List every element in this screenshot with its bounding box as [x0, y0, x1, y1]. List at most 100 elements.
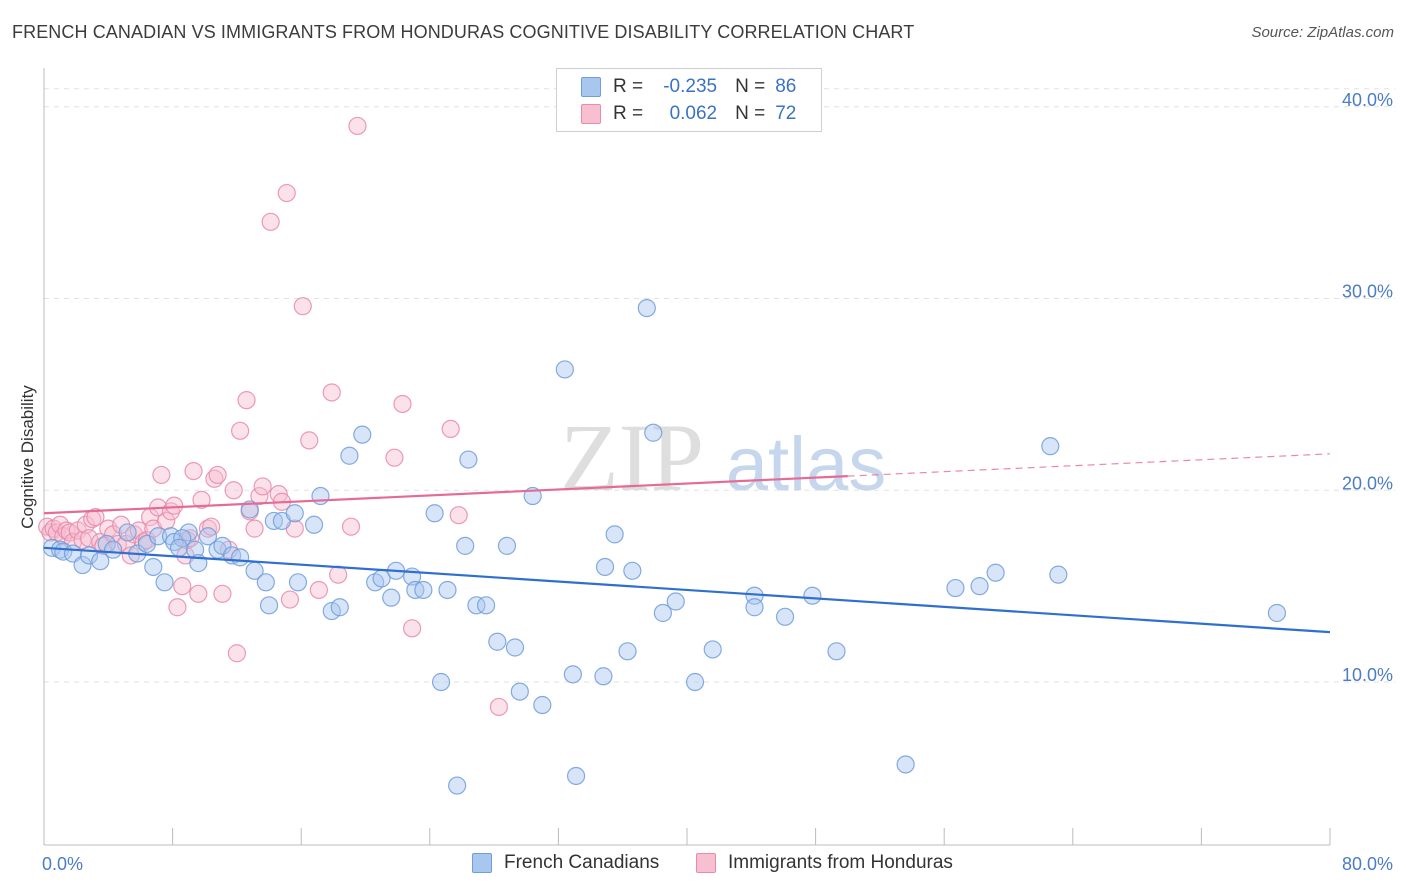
data-point — [533, 695, 552, 715]
data-point — [293, 297, 312, 316]
legend-n-label: N = — [735, 103, 766, 124]
data-point — [277, 183, 296, 203]
data-point — [594, 667, 613, 686]
data-point — [198, 519, 218, 538]
legend-item-french-canadians[interactable]: French Canadians — [472, 852, 659, 874]
legend-n-value: 72 — [775, 103, 797, 124]
data-point — [703, 640, 722, 659]
series-legend: French Canadians Immigrants from Hondura… — [0, 852, 1406, 876]
data-point — [431, 672, 451, 692]
data-point — [385, 448, 404, 467]
data-point — [237, 391, 256, 410]
data-point — [476, 596, 496, 615]
axes — [43, 68, 1331, 846]
data-point — [309, 580, 328, 600]
data-point — [497, 536, 517, 555]
data-point — [685, 672, 705, 692]
data-point — [149, 527, 168, 546]
data-point — [896, 755, 915, 774]
data-point — [382, 588, 401, 607]
data-point — [441, 419, 460, 439]
data-point — [224, 481, 243, 500]
legend-row-french-canadians: R = -0.235 N = 86 — [581, 75, 796, 99]
data-point — [184, 461, 203, 481]
data-point — [745, 598, 764, 617]
legend-n-label: N = — [735, 76, 766, 97]
data-point — [304, 515, 324, 534]
data-point — [605, 525, 624, 544]
data-point — [775, 607, 795, 626]
data-point — [288, 573, 308, 592]
data-point — [456, 536, 475, 555]
data-point — [448, 776, 467, 795]
data-point — [261, 212, 280, 231]
data-point — [1041, 437, 1060, 456]
stats-legend: R = -0.235 N = 86 R = 0.062 N = 72 — [556, 68, 822, 132]
data-point — [467, 596, 486, 615]
data-point — [341, 517, 361, 536]
data-point — [505, 638, 525, 657]
legend-r-value: -0.235 — [663, 76, 718, 97]
data-point — [340, 446, 359, 465]
data-point — [348, 116, 367, 136]
y-tick-label: 40.0% — [1342, 90, 1393, 110]
tick-labels: 10.0% 20.0% 30.0% 40.0% 0.0% 80.0% — [42, 90, 1393, 874]
x-tick-label: 0.0% — [42, 854, 83, 874]
data-point — [555, 360, 574, 379]
data-point — [986, 563, 1005, 582]
data-point — [118, 523, 137, 542]
data-point — [666, 592, 685, 611]
data-point — [213, 584, 232, 603]
legend-swatch-blue — [581, 77, 601, 97]
trend-line-dashed — [847, 453, 1331, 477]
data-point — [1049, 565, 1068, 584]
data-point — [245, 519, 264, 538]
data-point — [173, 529, 192, 548]
data-point — [73, 531, 92, 550]
data-point — [1267, 603, 1287, 623]
data-point — [86, 508, 105, 527]
x-tick-label: 80.0% — [1342, 854, 1393, 874]
data-point — [330, 598, 349, 617]
legend-item-label: Immigrants from Honduras — [728, 852, 953, 873]
data-point — [121, 546, 140, 565]
data-point — [803, 586, 822, 605]
data-point — [563, 665, 582, 684]
data-point — [322, 383, 341, 402]
data-point — [152, 465, 171, 485]
data-point — [259, 596, 279, 615]
data-point — [637, 299, 656, 318]
data-point — [240, 500, 259, 519]
data-point — [280, 590, 300, 609]
data-point — [449, 506, 468, 525]
watermark-zip: ZIP — [560, 404, 704, 511]
data-point — [393, 394, 412, 414]
data-point — [165, 496, 184, 515]
data-point — [653, 603, 672, 623]
data-point — [438, 580, 457, 600]
data-point — [250, 486, 269, 506]
data-point — [227, 644, 246, 663]
data-point — [173, 577, 192, 596]
data-point — [946, 578, 965, 598]
data-point — [192, 490, 211, 509]
source-label: Source: ZipAtlas.com — [1251, 24, 1394, 41]
chart-title: FRENCH CANADIAN VS IMMIGRANTS FROM HONDU… — [12, 22, 915, 42]
watermark-atlas: atlas — [726, 422, 887, 507]
legend-r-value: 0.062 — [669, 103, 718, 124]
data-point — [231, 548, 250, 567]
y-tick-label: 30.0% — [1342, 282, 1393, 302]
trend-line-solid — [43, 475, 848, 515]
data-point — [970, 577, 989, 596]
data-point — [213, 536, 232, 555]
data-point — [489, 697, 509, 717]
data-point — [104, 540, 123, 559]
legend-item-honduras[interactable]: Immigrants from Honduras — [696, 852, 953, 874]
watermark: ZIP atlas — [560, 404, 886, 511]
data-point — [644, 423, 663, 442]
data-point — [137, 531, 156, 550]
data-point — [155, 573, 174, 592]
trend-line — [43, 546, 1331, 634]
data-point — [510, 682, 529, 701]
data-point — [488, 632, 507, 651]
